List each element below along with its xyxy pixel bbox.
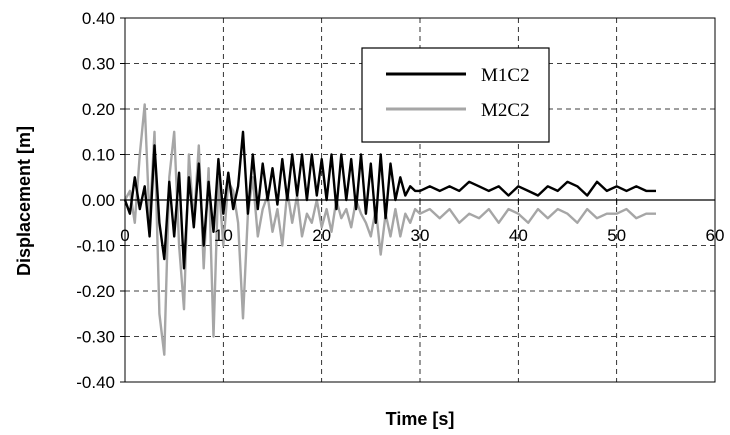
x-tick-label: 20 [312,226,331,245]
legend-label-m1c2: M1C2 [481,65,530,86]
x-tick-label: 10 [214,226,233,245]
x-axis-title: Time [s] [386,409,455,429]
legend-label-m2c2: M2C2 [481,100,530,121]
x-tick-label: 40 [509,226,528,245]
legend: M1C2 M2C2 [361,47,550,143]
x-tick-label: 0 [120,226,129,245]
y-tick-label: -0.40 [76,373,115,392]
series-lines [123,103,656,356]
y-tick-label: 0.00 [82,191,115,210]
y-tick-label: 0.10 [82,146,115,165]
x-tick-label: 60 [706,226,725,245]
y-axis-title: Displacement [m] [14,126,34,276]
x-tick-label: 50 [607,226,626,245]
y-tick-label: 0.40 [82,9,115,28]
x-tick-label: 30 [411,226,430,245]
y-tick-label: -0.10 [76,237,115,256]
series-line-m1c2 [123,130,656,270]
y-tick-label: -0.20 [76,282,115,301]
y-tick-label: 0.30 [82,55,115,74]
axes [120,17,716,383]
legend-box [361,47,550,143]
y-tick-label: 0.20 [82,100,115,119]
tick-labels: 0 10 20 30 40 50 60 0.40 0.30 0.20 0.10 0.00 -0.10 -0… [76,9,724,392]
y-tick-label: -0.30 [76,328,115,347]
